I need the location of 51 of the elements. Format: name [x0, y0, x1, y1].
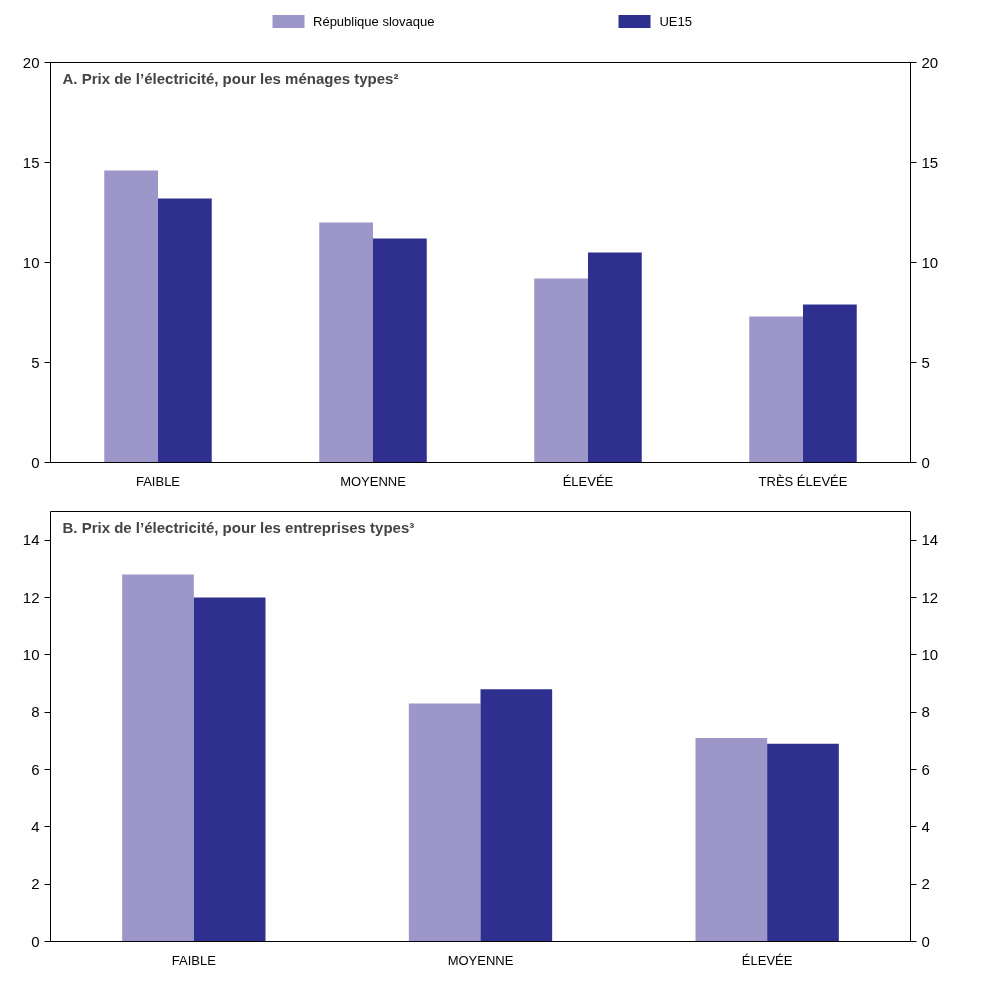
bar: [588, 252, 642, 463]
y-tick-label: 10: [22, 253, 40, 271]
x-tick-label: ÉLEVÉE: [562, 473, 614, 489]
y2-tick-label: 6: [921, 760, 930, 778]
y2-tick-label: 2: [921, 875, 930, 893]
y2-tick-label: 5: [921, 353, 930, 371]
legend-label: UE15: [659, 13, 692, 29]
x-tick-label: TRÈS ÉLEVÉE: [758, 473, 848, 489]
legend-label: République slovaque: [313, 13, 435, 29]
bar: [695, 737, 768, 942]
bar: [749, 316, 803, 463]
y-tick-label: 12: [22, 588, 40, 606]
x-tick-label: MOYENNE: [340, 473, 407, 489]
y2-tick-label: 15: [921, 153, 939, 171]
y-tick-label: 0: [31, 453, 40, 471]
y-tick-label: 8: [31, 703, 40, 721]
bar: [534, 278, 588, 463]
y2-tick-label: 10: [921, 253, 939, 271]
y-tick-label: 15: [22, 153, 40, 171]
y2-tick-label: 4: [921, 817, 930, 835]
y2-tick-label: 10: [921, 645, 939, 663]
bar: [319, 222, 373, 463]
y2-tick-label: 8: [921, 703, 930, 721]
y-tick-label: 5: [31, 353, 40, 371]
y2-tick-label: 0: [921, 453, 930, 471]
bar: [408, 703, 481, 942]
bar: [122, 574, 194, 942]
bar: [803, 304, 857, 463]
bar: [767, 743, 839, 942]
y2-tick-label: 12: [921, 588, 939, 606]
x-tick-label: FAIBLE: [135, 473, 181, 489]
y-tick-label: 14: [22, 531, 40, 549]
y-tick-label: 0: [31, 932, 40, 950]
bar: [480, 689, 553, 942]
y-tick-label: 6: [31, 760, 40, 778]
x-tick-label: MOYENNE: [447, 952, 514, 968]
bar: [158, 198, 212, 463]
y-tick-label: 20: [22, 53, 40, 71]
y-tick-label: 2: [31, 875, 40, 893]
y-tick-label: 10: [22, 645, 40, 663]
bar: [104, 170, 158, 463]
bar: [193, 597, 266, 942]
y2-tick-label: 14: [921, 531, 939, 549]
text: A. Prix de l’électricité, pour les ménages types²: [62, 69, 399, 87]
y-tick-label: 4: [31, 817, 40, 835]
y2-tick-label: 20: [921, 53, 939, 71]
y2-tick-label: 0: [921, 932, 930, 950]
bar: [373, 238, 427, 463]
x-tick-label: ÉLEVÉE: [741, 952, 793, 968]
x-tick-label: FAIBLE: [171, 952, 217, 968]
text: B. Prix de l’électricité, pour les entreprises types³: [62, 518, 415, 536]
